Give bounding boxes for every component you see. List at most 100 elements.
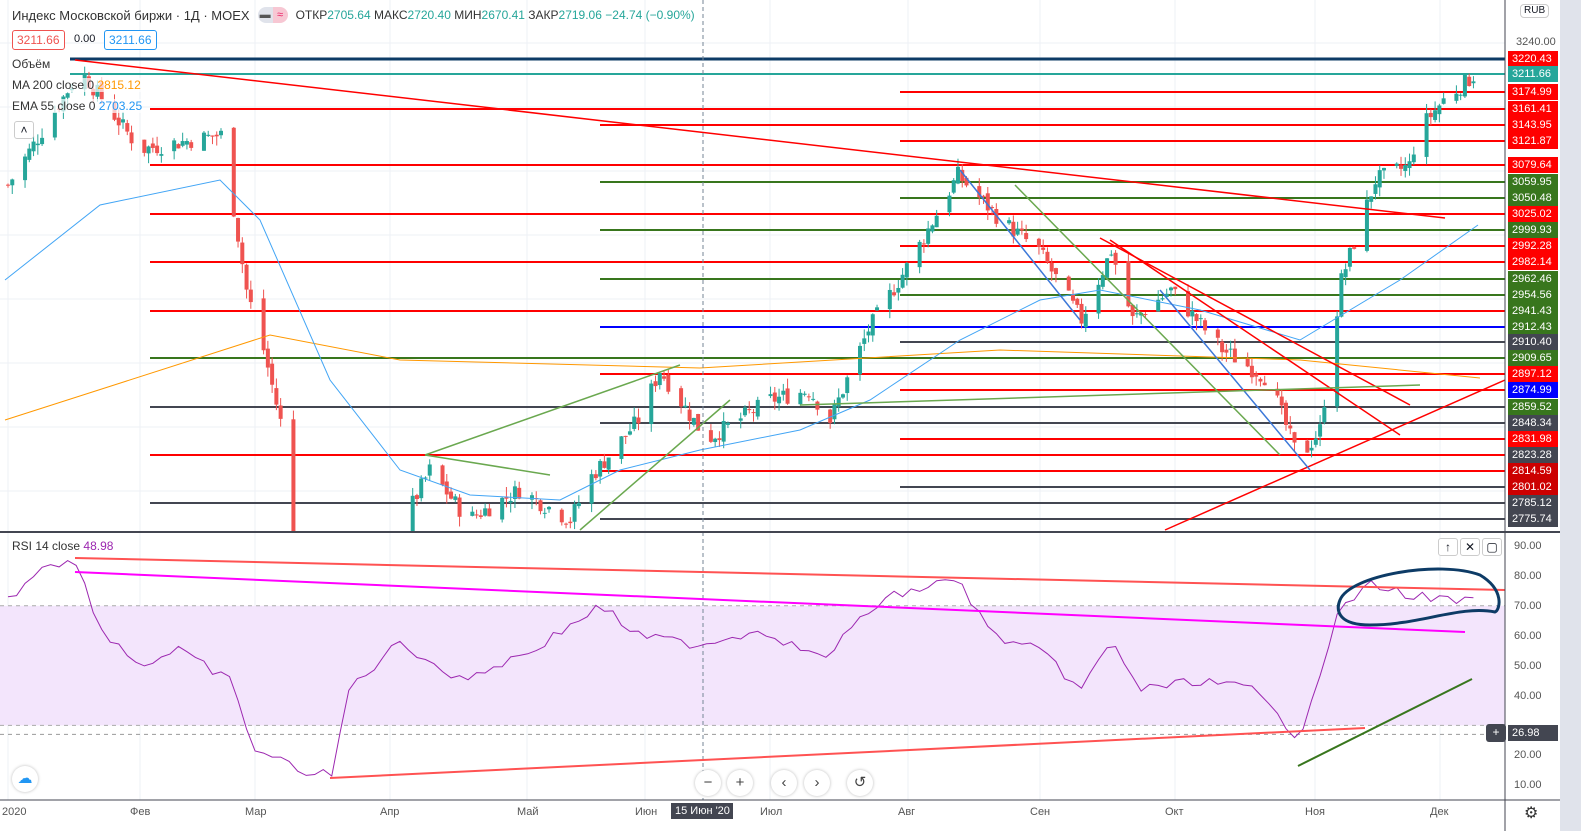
- candle-body: [1352, 247, 1357, 249]
- candle-body: [1173, 286, 1178, 290]
- time-tick: Дек: [1430, 806, 1449, 818]
- candle-body: [504, 496, 509, 499]
- candle-body: [602, 461, 607, 468]
- zoom-out-button[interactable]: −: [695, 770, 721, 796]
- candle-body: [1186, 291, 1191, 317]
- candle-body: [1262, 382, 1267, 386]
- candle-body: [964, 177, 969, 186]
- candle-body: [278, 405, 283, 419]
- candle-body: [1232, 348, 1237, 363]
- candle-body: [231, 127, 236, 217]
- scroll-right-button[interactable]: ›: [804, 770, 830, 796]
- price-level-label: 2910.40: [1508, 334, 1558, 350]
- trend-line: [1014, 184, 1281, 456]
- candle-body: [1100, 275, 1105, 287]
- candle-body: [840, 394, 845, 398]
- candle-body: [904, 263, 909, 278]
- candle-body: [1249, 365, 1254, 378]
- candle-body: [1160, 298, 1165, 300]
- candle-body: [636, 417, 641, 424]
- settings-gear-icon[interactable]: ⚙: [1524, 805, 1539, 822]
- spread: 0.00: [74, 33, 96, 45]
- scroll-left-button[interactable]: ‹: [771, 770, 797, 796]
- candle-body: [219, 130, 223, 136]
- candle-body: [478, 515, 483, 517]
- candle-body: [559, 509, 564, 523]
- candle-body: [1075, 298, 1080, 305]
- candle-body: [1079, 303, 1084, 324]
- symbol-header: Индекс Московской биржи · 1Д · MOEX ▬ ≈ О…: [12, 7, 695, 23]
- zoom-in-button[interactable]: +: [727, 770, 753, 796]
- candle-body: [1096, 284, 1101, 314]
- candle-body: [1156, 299, 1161, 312]
- candle-body: [981, 195, 986, 197]
- candle-body: [725, 422, 730, 425]
- candle-body: [487, 508, 492, 517]
- candle-body: [900, 274, 905, 288]
- sell-button[interactable]: 3211.66: [12, 30, 65, 50]
- candle-body: [721, 421, 726, 442]
- trend-line: [1159, 289, 1311, 471]
- candle-body: [960, 169, 965, 182]
- candle-body: [180, 141, 185, 146]
- candle-body: [934, 215, 939, 228]
- candle-body: [1377, 170, 1382, 188]
- trend-line: [1109, 239, 1401, 436]
- price-level-label: 2992.28: [1508, 238, 1558, 254]
- candle-body: [708, 430, 713, 442]
- candle-body: [1220, 341, 1225, 353]
- candle-body: [542, 512, 547, 514]
- buy-button[interactable]: 3211.66: [104, 30, 157, 50]
- candles: [4, 59, 1506, 531]
- tradingview-logo-icon[interactable]: ☁: [12, 766, 38, 792]
- ma200-line: [4, 334, 1481, 421]
- close-pane-icon[interactable]: ✕: [1460, 538, 1480, 556]
- candle-body: [1045, 251, 1050, 263]
- candle-body: [696, 413, 701, 431]
- ema-legend: EMA 55 close 0 2703.25: [12, 99, 143, 113]
- candle-body: [414, 495, 419, 500]
- candle-body: [747, 409, 752, 411]
- candle-body: [1364, 199, 1369, 251]
- candle-body: [248, 289, 253, 303]
- candle-body: [798, 392, 803, 405]
- candle-body: [955, 166, 960, 184]
- candle-body: [189, 142, 194, 148]
- candle-body: [201, 132, 206, 151]
- candle-body: [508, 500, 513, 503]
- candle-body: [517, 487, 522, 499]
- indicator-toggle[interactable]: ▬ ≈: [257, 7, 288, 23]
- time-tick: Ноя: [1305, 806, 1326, 818]
- candle-body: [985, 193, 990, 211]
- candle-body: [887, 289, 892, 310]
- trend-line: [424, 364, 681, 456]
- reset-chart-button[interactable]: ↺: [847, 770, 873, 796]
- rsi-trend-line: [329, 727, 1366, 779]
- candle-body: [845, 377, 850, 394]
- candle-body: [1411, 154, 1416, 163]
- candle-body: [172, 140, 177, 152]
- candle-body: [1224, 349, 1229, 353]
- candle-body: [1309, 447, 1314, 451]
- volume-legend[interactable]: Объём: [12, 57, 51, 71]
- time-tick: Сен: [1030, 806, 1051, 818]
- candle-body: [129, 132, 134, 144]
- price-tick-top: 3240.00: [1516, 36, 1556, 48]
- symbol-title[interactable]: Индекс Московской биржи · 1Д · MOEX: [12, 7, 250, 23]
- candle-body: [1105, 258, 1110, 278]
- candle-body: [52, 112, 57, 138]
- candle-body: [1113, 252, 1118, 265]
- candle-body: [1292, 432, 1297, 443]
- candle-body: [828, 409, 833, 423]
- collapse-legend-button[interactable]: ˄: [14, 121, 34, 139]
- candle-body: [1458, 94, 1463, 96]
- candle-body: [159, 154, 164, 156]
- currency-label[interactable]: RUB: [1520, 4, 1550, 18]
- rsi-trend-line: [1297, 678, 1473, 767]
- move-pane-up-icon[interactable]: ↑: [1438, 538, 1458, 556]
- maximize-pane-icon[interactable]: ▢: [1482, 538, 1502, 556]
- add-alert-icon[interactable]: +: [1486, 724, 1506, 742]
- candle-body: [811, 398, 816, 400]
- rsi-tick: 40.00: [1514, 689, 1542, 702]
